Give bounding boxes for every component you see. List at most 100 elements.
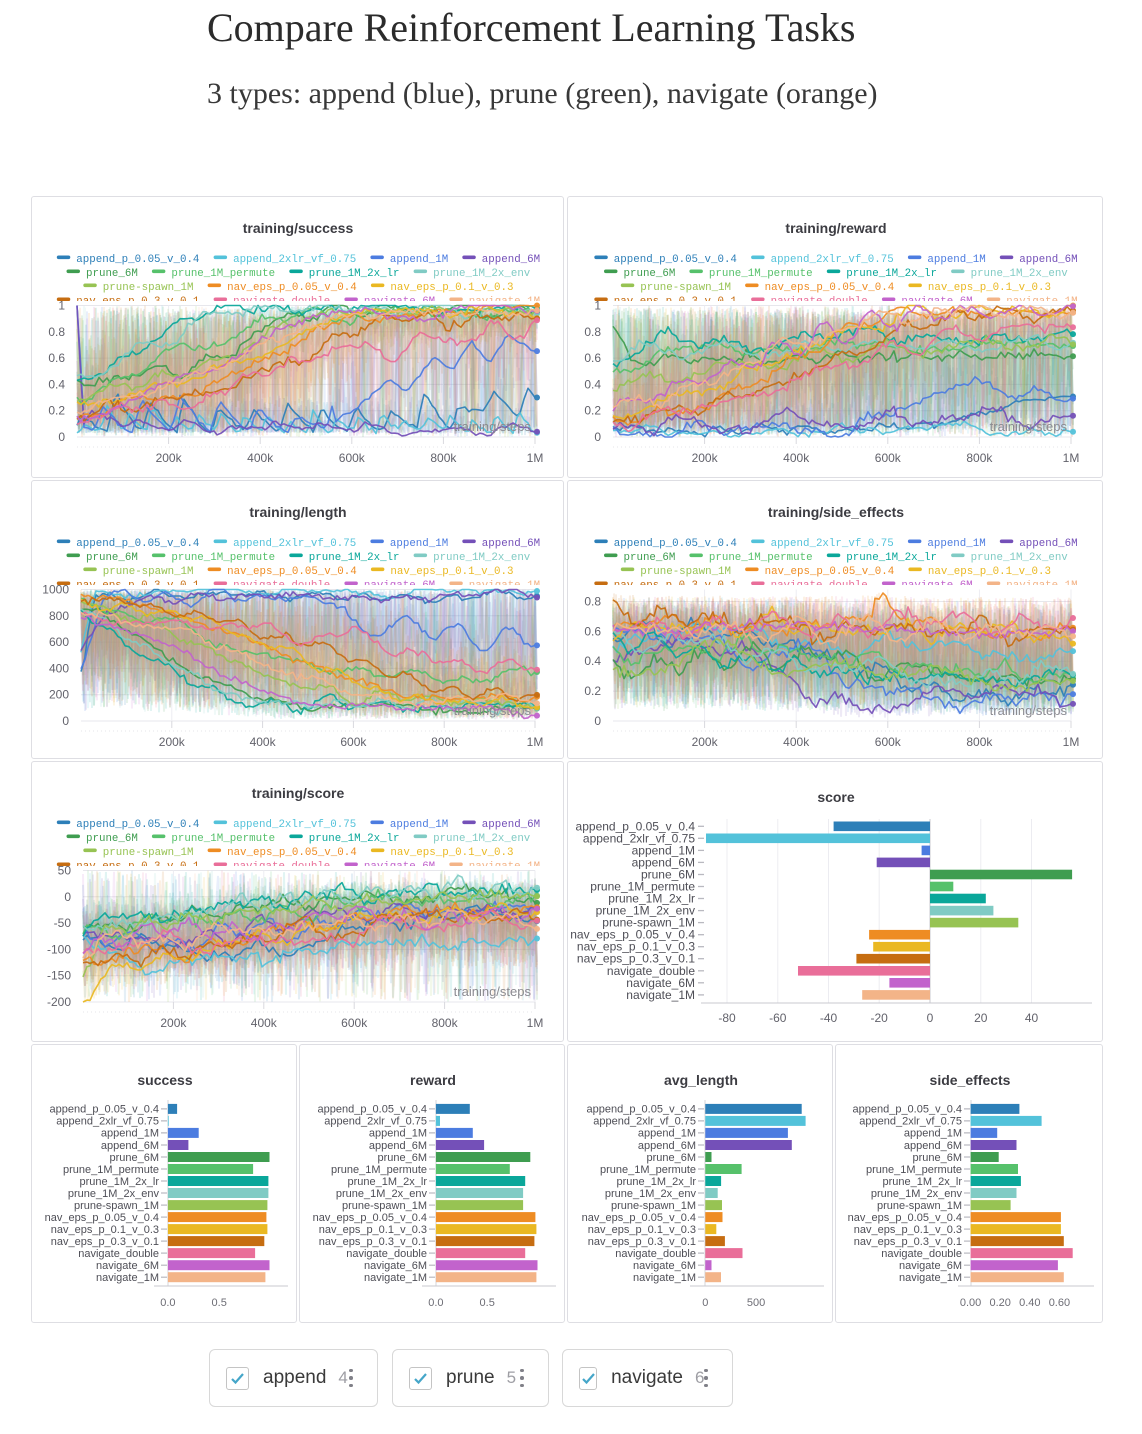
svg-text:prune-spawn_1M: prune-spawn_1M	[342, 1200, 427, 1212]
svg-text:prune-spawn_1M: prune-spawn_1M	[640, 282, 731, 294]
svg-text:score: score	[817, 789, 855, 805]
svg-text:nav_eps_p_0.3_v_0.1: nav_eps_p_0.3_v_0.1	[588, 1236, 696, 1248]
svg-text:navigate_double: navigate_double	[881, 1248, 962, 1260]
svg-text:prune_1M_permute: prune_1M_permute	[171, 552, 275, 564]
svg-text:prune_6M: prune_6M	[646, 1152, 696, 1164]
svg-text:append_p_0.05_v_0.4: append_p_0.05_v_0.4	[614, 254, 737, 266]
svg-text:reward: reward	[410, 1072, 456, 1088]
svg-text:append_1M: append_1M	[904, 1128, 962, 1140]
svg-text:nav_eps_p_0.3_v_0.1: nav_eps_p_0.3_v_0.1	[854, 1236, 962, 1248]
svg-text:navigate_6M: navigate_6M	[364, 861, 435, 873]
svg-text:navigate_double: navigate_double	[346, 1248, 427, 1260]
svg-text:prune-spawn_1M: prune-spawn_1M	[640, 566, 731, 578]
svg-text:prune_1M_2x_env: prune_1M_2x_env	[68, 1188, 160, 1200]
svg-text:append_p_0.05_v_0.4: append_p_0.05_v_0.4	[76, 538, 199, 550]
svg-text:0.8: 0.8	[584, 595, 601, 609]
svg-text:navigate_double: navigate_double	[771, 296, 868, 308]
svg-text:append_6M: append_6M	[632, 855, 695, 869]
svg-text:training/success: training/success	[243, 220, 354, 236]
svg-text:prune_6M: prune_6M	[624, 268, 676, 280]
svg-text:0.5: 0.5	[480, 1297, 495, 1309]
svg-text:prune_1M_permute: prune_1M_permute	[709, 268, 813, 280]
svg-text:navigate_6M: navigate_6M	[899, 1260, 962, 1272]
svg-text:1: 1	[58, 299, 65, 313]
svg-text:prune-spawn_1M: prune-spawn_1M	[602, 916, 695, 930]
svg-text:navigate_6M: navigate_6M	[633, 1260, 696, 1272]
svg-text:prune_1M_2x_lr: prune_1M_2x_lr	[846, 268, 937, 280]
svg-text:nav_eps_p_0.1_v_0.3: nav_eps_p_0.1_v_0.3	[390, 847, 513, 859]
svg-text:navigate_double: navigate_double	[615, 1248, 696, 1260]
svg-text:navigate_1M: navigate_1M	[633, 1272, 696, 1284]
svg-text:append_p_0.05_v_0.4: append_p_0.05_v_0.4	[318, 1104, 428, 1116]
svg-text:append_6M: append_6M	[638, 1140, 696, 1152]
svg-text:append_1M: append_1M	[101, 1128, 159, 1140]
svg-text:-80: -80	[718, 1011, 736, 1025]
svg-text:prune_1M_2x_env: prune_1M_2x_env	[433, 833, 531, 845]
svg-text:nav_eps_p_0.1_v_0.3: nav_eps_p_0.1_v_0.3	[390, 566, 513, 578]
svg-text:600k: 600k	[341, 1016, 368, 1030]
svg-text:0.4: 0.4	[48, 377, 65, 391]
svg-text:append_p_0.05_v_0.4: append_p_0.05_v_0.4	[76, 254, 199, 266]
svg-text:navigate_6M: navigate_6M	[364, 296, 435, 308]
svg-text:training/side_effects: training/side_effects	[768, 504, 904, 520]
svg-text:append_2xlr_vf_0.75: append_2xlr_vf_0.75	[233, 819, 356, 831]
svg-text:append_6M: append_6M	[369, 1140, 427, 1152]
svg-text:success: success	[137, 1072, 192, 1088]
svg-text:prune_1M_permute: prune_1M_permute	[331, 1164, 427, 1176]
svg-text:nav_eps_p_0.3_v_0.1: nav_eps_p_0.3_v_0.1	[76, 861, 199, 873]
svg-text:training/score: training/score	[252, 785, 345, 801]
svg-text:nav_eps_p_0.3_v_0.1: nav_eps_p_0.3_v_0.1	[76, 580, 199, 592]
svg-text:training/length: training/length	[249, 504, 346, 520]
svg-text:1000: 1000	[42, 583, 69, 597]
svg-text:0: 0	[64, 890, 71, 904]
svg-text:0: 0	[594, 714, 601, 728]
svg-text:prune_1M_2x_env: prune_1M_2x_env	[605, 1188, 697, 1200]
svg-text:0.2: 0.2	[584, 404, 601, 418]
svg-text:400k: 400k	[783, 451, 810, 465]
svg-text:prune_6M: prune_6M	[86, 833, 138, 845]
svg-text:append_1M: append_1M	[369, 1128, 427, 1140]
svg-text:append_2xlr_vf_0.75: append_2xlr_vf_0.75	[233, 254, 356, 266]
svg-text:nav_eps_p_0.05_v_0.4: nav_eps_p_0.05_v_0.4	[227, 847, 357, 859]
svg-text:navigate_1M: navigate_1M	[626, 988, 695, 1002]
svg-text:0: 0	[58, 430, 65, 444]
svg-text:0: 0	[62, 714, 69, 728]
svg-text:-20: -20	[871, 1011, 889, 1025]
svg-text:prune-spawn_1M: prune-spawn_1M	[877, 1200, 962, 1212]
svg-text:prune_1M_permute: prune_1M_permute	[600, 1164, 696, 1176]
svg-text:prune_6M: prune_6M	[377, 1152, 427, 1164]
svg-text:navigate_double: navigate_double	[78, 1248, 159, 1260]
svg-text:prune_6M: prune_6M	[86, 552, 138, 564]
svg-text:prune-spawn_1M: prune-spawn_1M	[103, 847, 194, 859]
svg-text:0.00: 0.00	[960, 1297, 981, 1309]
svg-text:append_p_0.05_v_0.4: append_p_0.05_v_0.4	[50, 1104, 160, 1116]
svg-text:training/steps: training/steps	[454, 984, 532, 999]
svg-text:800k: 800k	[432, 1016, 459, 1030]
svg-text:0.40: 0.40	[1019, 1297, 1040, 1309]
svg-text:800: 800	[49, 609, 69, 623]
svg-text:200k: 200k	[160, 1016, 187, 1030]
svg-text:0: 0	[594, 430, 601, 444]
svg-text:nav_eps_p_0.05_v_0.4: nav_eps_p_0.05_v_0.4	[45, 1212, 159, 1224]
svg-text:prune_1M_2x_lr: prune_1M_2x_lr	[309, 268, 400, 280]
svg-text:side_effects: side_effects	[930, 1072, 1011, 1088]
svg-text:navigate_6M: navigate_6M	[364, 580, 435, 592]
svg-text:1M: 1M	[527, 1016, 544, 1030]
svg-text:prune_6M: prune_6M	[912, 1152, 962, 1164]
svg-text:navigate_6M: navigate_6M	[901, 296, 972, 308]
svg-text:800k: 800k	[966, 735, 993, 749]
svg-text:800k: 800k	[431, 735, 458, 749]
svg-text:navigate_1M: navigate_1M	[899, 1272, 962, 1284]
svg-text:1: 1	[594, 299, 601, 313]
svg-text:400k: 400k	[783, 735, 810, 749]
svg-text:append_2xlr_vf_0.75: append_2xlr_vf_0.75	[233, 538, 356, 550]
svg-text:append_6M: append_6M	[1019, 538, 1077, 550]
svg-text:append_1M: append_1M	[927, 538, 985, 550]
svg-text:nav_eps_p_0.05_v_0.4: nav_eps_p_0.05_v_0.4	[227, 282, 357, 294]
svg-text:nav_eps_p_0.1_v_0.3: nav_eps_p_0.1_v_0.3	[319, 1224, 427, 1236]
svg-text:append_6M: append_6M	[1019, 254, 1077, 266]
svg-text:append_2xlr_vf_0.75: append_2xlr_vf_0.75	[56, 1116, 159, 1128]
svg-text:prune_1M_2x_lr: prune_1M_2x_lr	[309, 833, 400, 845]
svg-text:400k: 400k	[251, 1016, 278, 1030]
svg-text:-150: -150	[47, 969, 71, 983]
